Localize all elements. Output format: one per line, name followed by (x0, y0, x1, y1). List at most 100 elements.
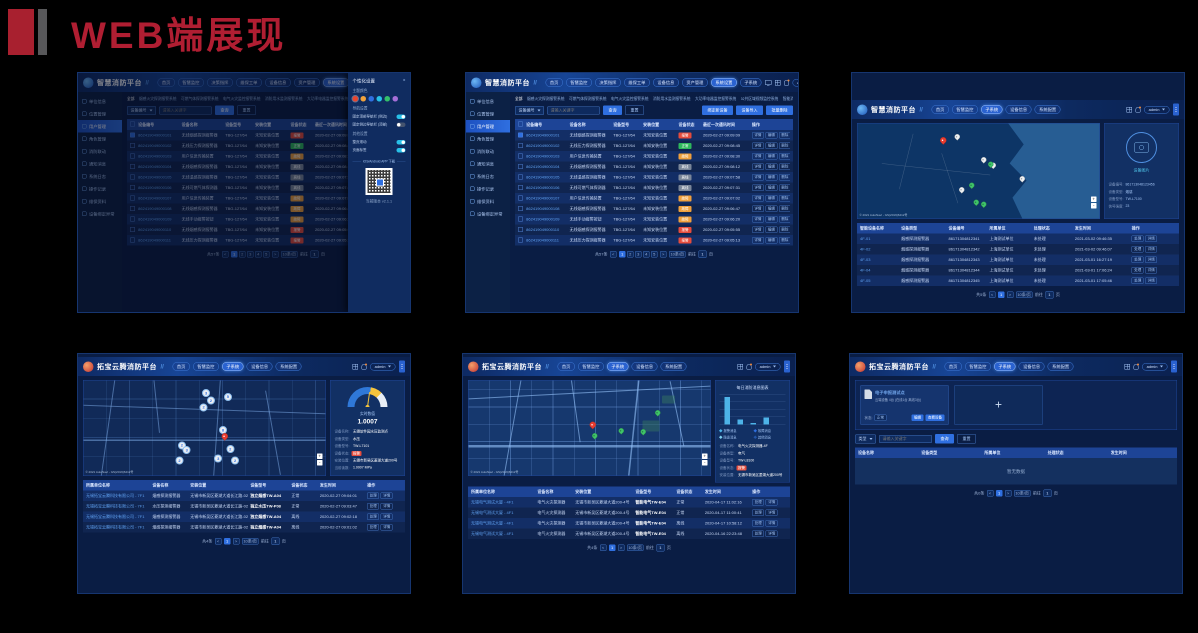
sidebar-item[interactable]: 角色管理 (466, 133, 510, 146)
cluster-marker[interactable]: 2 (175, 456, 184, 465)
edit-button[interactable]: 编辑 (765, 226, 778, 233)
detail-button[interactable]: 详情 (765, 499, 778, 506)
zoom-out-button[interactable]: - (1091, 203, 1097, 209)
nav-pill[interactable]: 首页 (172, 362, 190, 371)
screen-icon[interactable] (765, 80, 772, 86)
fullscreen-icon[interactable] (1126, 106, 1133, 113)
delete-button[interactable]: 删除 (778, 163, 790, 170)
zoom-in-button[interactable]: + (1091, 196, 1097, 202)
detail-button[interactable]: 详情 (751, 174, 764, 181)
edit-button[interactable]: 编辑 (765, 174, 778, 181)
notifications-icon[interactable] (1135, 106, 1142, 113)
page-button[interactable]: 5 (650, 251, 658, 258)
user-menu[interactable]: admin (1144, 105, 1170, 114)
row-checkbox[interactable] (518, 153, 523, 159)
nav-pill[interactable]: 子系统 (606, 362, 629, 371)
detail-button[interactable]: 详情 (751, 142, 764, 149)
next-page-button[interactable]: > (617, 544, 625, 551)
tab-item[interactable]: 智能消防栓监测系统 (782, 96, 793, 102)
nav-pill[interactable]: 维保工单 (623, 78, 650, 87)
nav-pill[interactable]: 系统配置 (660, 362, 687, 371)
detail-button[interactable]: 详情 (751, 237, 764, 244)
detail-button[interactable]: 详情 (380, 513, 393, 520)
nav-pill[interactable]: 系统配置 (1047, 362, 1074, 371)
delete-button[interactable]: 删除 (778, 237, 790, 244)
delete-button[interactable]: 删除 (778, 216, 790, 223)
edit-button[interactable]: 编辑 (765, 132, 778, 139)
more-menu-button[interactable] (399, 360, 405, 373)
handle-button[interactable]: 处理 (752, 520, 765, 527)
view-devices-button[interactable]: 查看设备 (925, 414, 945, 421)
edit-button[interactable]: 编辑 (765, 142, 778, 149)
sidebar-item[interactable]: 设备绑定异常 (466, 208, 510, 221)
edit-button[interactable]: 编辑 (765, 237, 778, 244)
delete-button[interactable]: 删除 (778, 226, 790, 233)
delete-button[interactable]: 删除 (778, 184, 790, 191)
row-checkbox[interactable] (518, 226, 523, 232)
add-site-tile[interactable]: + (954, 385, 1043, 425)
toggle-switch[interactable] (396, 122, 406, 127)
delete-button[interactable]: 删除 (778, 195, 790, 202)
page-button[interactable]: 1 (223, 538, 231, 545)
detail-button[interactable]: 详情 (765, 520, 778, 527)
nav-pill[interactable]: 子系统 (980, 105, 1003, 114)
theme-color-dot[interactable] (360, 96, 366, 102)
cluster-marker[interactable]: 5 (223, 392, 232, 401)
device-no[interactable]: 862419049000106 (526, 185, 560, 191)
detail-button[interactable]: 详情 (380, 524, 393, 531)
row-checkbox[interactable] (518, 237, 523, 243)
goto-page-input[interactable] (1045, 291, 1054, 299)
sidebar-item[interactable]: 用户管理 (466, 120, 510, 133)
close-icon[interactable]: × (402, 77, 406, 83)
zoom-out-button[interactable]: - (702, 460, 708, 466)
device-no[interactable]: 862419049000103 (526, 154, 560, 159)
detail-button[interactable]: 详情 (751, 205, 764, 212)
query-button[interactable]: 查询 (935, 434, 954, 444)
notifications-icon[interactable] (1133, 363, 1140, 370)
theme-color-dot[interactable] (384, 96, 390, 102)
user-menu[interactable]: admin (755, 362, 781, 371)
device-no[interactable]: 862419049000109 (526, 217, 560, 222)
page-size-select[interactable]: 10条/页 (1013, 490, 1031, 497)
delete-button[interactable]: 删除 (778, 142, 790, 149)
next-page-button[interactable]: > (1006, 291, 1014, 298)
tab-item[interactable]: 消防用水监测报警系统 (653, 96, 691, 102)
nav-pill[interactable]: 首页 (545, 78, 563, 87)
edit-button[interactable]: 编辑 (765, 205, 778, 212)
fullscreen-icon[interactable] (737, 363, 744, 370)
theme-color-dot[interactable] (392, 96, 398, 102)
handle-button[interactable]: 处理 (1131, 256, 1144, 263)
map-pin-red[interactable] (588, 419, 598, 430)
detail-button[interactable]: 详情 (765, 530, 778, 537)
nav-pill[interactable]: 智慧监控 (577, 362, 604, 371)
more-menu-button[interactable] (1171, 360, 1177, 373)
sidebar-item[interactable]: 操作记录 (466, 183, 510, 196)
edit-button[interactable]: 编辑 (765, 195, 778, 202)
nav-pill[interactable]: 智慧监控 (565, 78, 592, 87)
sidebar-item[interactable]: 消防联动 (466, 145, 510, 158)
goto-page-input[interactable] (656, 544, 665, 552)
handle-button[interactable]: 处理 (752, 509, 765, 516)
import-device-button[interactable]: 设备导入 (736, 105, 763, 115)
handle-button[interactable]: 处理 (367, 513, 380, 520)
page-button[interactable]: 1 (608, 544, 616, 551)
page-button[interactable]: 3 (634, 251, 642, 258)
edit-button[interactable]: 编辑 (765, 153, 778, 160)
cluster-marker[interactable]: 3 (214, 454, 223, 463)
handle-button[interactable]: 处理 (367, 492, 380, 499)
device-no[interactable]: 862419049000104 (526, 164, 560, 170)
nav-pill[interactable]: 系统设置 (710, 78, 737, 87)
city-map[interactable]: + - © 2021 AutoNavi - GS(2019)6412号 (468, 380, 711, 476)
cluster-marker[interactable]: 3 (202, 389, 211, 398)
detail-button[interactable]: 详情 (751, 216, 764, 223)
row-checkbox[interactable] (518, 174, 523, 180)
nav-pill[interactable]: 决策指挥 (594, 78, 621, 87)
detail-button[interactable]: 详情 (751, 153, 764, 160)
tab-item[interactable]: 烟感火灾探测报警系统 (527, 96, 565, 102)
device-no[interactable]: 862419049000101 (526, 133, 560, 138)
nav-pill[interactable]: 资产管理 (681, 78, 708, 87)
user-menu[interactable]: admin (1142, 362, 1168, 371)
goto-page-input[interactable] (1043, 489, 1052, 497)
cluster-marker[interactable]: 2 (206, 396, 215, 405)
page-size-select[interactable]: 10条/页 (241, 538, 259, 545)
